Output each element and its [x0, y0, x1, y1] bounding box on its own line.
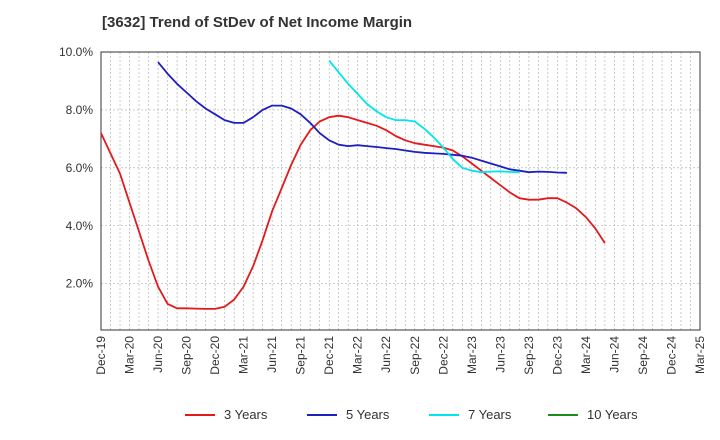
x-tick-label: Jun-23 [493, 336, 507, 373]
x-tick-label: Sep-21 [294, 336, 308, 375]
x-tick-label: Mar-23 [465, 336, 479, 374]
y-tick-label: 6.0% [66, 161, 94, 175]
legend-label: 3 Years [224, 407, 268, 422]
x-tick-label: Dec-19 [94, 336, 108, 375]
x-tick-label: Dec-20 [208, 336, 222, 375]
x-tick-label: Mar-22 [351, 336, 365, 374]
y-tick-label: 4.0% [66, 219, 94, 233]
series-line-3-years [100, 114, 606, 310]
chart-title: [3632] Trend of StDev of Net Income Marg… [102, 14, 413, 31]
legend-item: 10 Years [548, 407, 638, 422]
grid [101, 51, 700, 330]
legend-item: 7 Years [429, 407, 512, 422]
series-lines [100, 60, 606, 310]
x-tick-label: Jun-24 [607, 336, 621, 373]
x-tick-label: Dec-21 [322, 336, 336, 375]
x-tick-label: Mar-25 [693, 336, 707, 374]
legend-label: 5 Years [346, 407, 390, 422]
legend: 3 Years 5 Years 7 Years 10 Years [185, 407, 638, 422]
x-tick-label: Sep-22 [408, 336, 422, 375]
series-line-5-years [157, 61, 567, 174]
x-tick-label: Sep-24 [636, 336, 650, 375]
x-tick-label: Mar-20 [123, 336, 137, 374]
x-tick-label: Jun-21 [265, 336, 279, 373]
x-tick-label: Jun-20 [151, 336, 165, 373]
x-tick-label: Sep-23 [522, 336, 536, 375]
plot-frame [100, 51, 701, 331]
x-tick-label: Sep-20 [180, 336, 194, 375]
series-line-7-years [328, 60, 520, 174]
x-tick-label: Dec-24 [664, 336, 678, 375]
x-tick-label: Mar-24 [579, 336, 593, 374]
x-tick-label: Dec-22 [436, 336, 450, 375]
legend-label: 10 Years [587, 407, 638, 422]
y-tick-label: 10.0% [59, 45, 93, 59]
y-tick-label: 2.0% [66, 277, 94, 291]
axes: 2.0% 4.0% 6.0% 8.0% 10.0% Dec-19 Mar-20 Jun-20 S… [59, 45, 707, 375]
x-tick-label: Jun-22 [379, 336, 393, 373]
legend-item: 5 Years [307, 407, 390, 422]
legend-item: 3 Years [185, 407, 268, 422]
x-tick-label: Dec-23 [550, 336, 564, 375]
legend-label: 7 Years [468, 407, 512, 422]
x-tick-label: Mar-21 [237, 336, 251, 374]
y-tick-label: 8.0% [66, 103, 94, 117]
